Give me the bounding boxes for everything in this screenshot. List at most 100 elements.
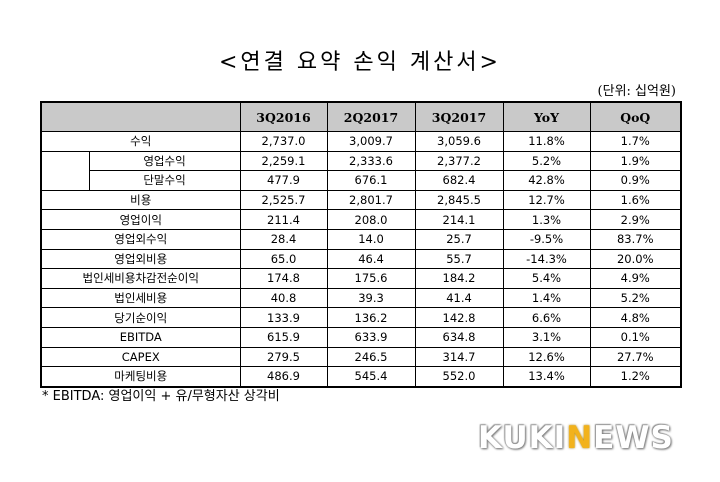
table-row: 법인세비용 40.8 39.3 41.4 1.4% 5.2% <box>40 287 682 309</box>
cell: 12.6% <box>502 346 591 368</box>
row-label: CAPEX <box>40 346 241 368</box>
row-label: 비용 <box>40 189 241 211</box>
cell: 174.8 <box>239 268 328 289</box>
cell: 6.6% <box>502 307 591 328</box>
header-blank <box>40 101 241 132</box>
income-statement-table: 3Q2016 2Q2017 3Q2017 YoY QoQ 수익 2,737.0 … <box>40 101 682 388</box>
col-header: 2Q2017 <box>326 101 416 132</box>
cell: 4.8% <box>589 307 682 328</box>
cell: 184.2 <box>414 268 504 289</box>
row-label: 당기순이익 <box>40 307 241 328</box>
cell: 14.0 <box>326 228 416 250</box>
row-label: 영업이익 <box>40 209 241 230</box>
cell: 46.4 <box>326 248 416 270</box>
cell: 615.9 <box>239 326 328 348</box>
cell: 486.9 <box>239 366 328 388</box>
row-label: 영업외비용 <box>40 248 241 270</box>
logo-text: EWS <box>593 420 674 456</box>
cell: 41.4 <box>414 287 504 309</box>
cell: 211.4 <box>239 209 328 230</box>
cell: 2,525.7 <box>239 189 328 211</box>
cell: 214.1 <box>414 209 504 230</box>
cell: 11.8% <box>502 131 591 152</box>
cell: 133.9 <box>239 307 328 328</box>
cell: 55.7 <box>414 248 504 270</box>
cell: 3,009.7 <box>326 131 416 152</box>
cell: 28.4 <box>239 228 328 250</box>
table-row: CAPEX 279.5 246.5 314.7 12.6% 27.7% <box>40 346 682 368</box>
table-row: 영업이익 211.4 208.0 214.1 1.3% 2.9% <box>40 209 682 230</box>
cell: 2.9% <box>589 209 682 230</box>
cell: 65.0 <box>239 248 328 270</box>
cell: 42.8% <box>502 170 591 191</box>
cell: 676.1 <box>326 170 416 191</box>
cell: 142.8 <box>414 307 504 328</box>
cell: 1.6% <box>589 189 682 211</box>
table-title: <연결 요약 손익 계산서> <box>218 50 501 75</box>
cell: 20.0% <box>589 248 682 270</box>
table-row: 당기순이익 133.9 136.2 142.8 6.6% 4.8% <box>40 307 682 328</box>
cell: 5.2% <box>502 150 591 172</box>
table-row: 비용 2,525.7 2,801.7 2,845.5 12.7% 1.6% <box>40 189 682 211</box>
cell: 2,333.6 <box>326 150 416 172</box>
cell: 25.7 <box>414 228 504 250</box>
footnote: * EBITDA: 영업이익 + 유/무형자산 상각비 <box>42 389 280 404</box>
table-row: 단말수익 477.9 676.1 682.4 42.8% 0.9% <box>41 170 682 191</box>
row-label: 단말수익 <box>88 170 241 191</box>
cell: 2,801.7 <box>326 189 416 211</box>
header-row: 3Q2016 2Q2017 3Q2017 YoY QoQ <box>40 101 682 132</box>
cell: 13.4% <box>502 366 591 388</box>
table-row: 마케팅비용 486.9 545.4 552.0 13.4% 1.2% <box>40 366 682 388</box>
cell: 1.3% <box>502 209 591 230</box>
cell: 4.9% <box>589 268 682 289</box>
col-header: 3Q2016 <box>239 101 328 132</box>
row-label: EBITDA <box>40 326 241 348</box>
table-row: 법인세비용차감전순이익 174.8 175.6 184.2 5.4% 4.9% <box>40 268 682 289</box>
col-header: QoQ <box>589 101 682 132</box>
cell: 634.8 <box>414 326 504 348</box>
table-row: 영업외수익 28.4 14.0 25.7 -9.5% 83.7% <box>40 228 682 250</box>
table-row: 영업수익 2,259.1 2,333.6 2,377.2 5.2% 1.9% <box>40 150 682 191</box>
cell: 175.6 <box>326 268 416 289</box>
cell: 208.0 <box>326 209 416 230</box>
cell: 3.1% <box>502 326 591 348</box>
cell: 633.9 <box>326 326 416 348</box>
row-label: 영업수익 <box>88 150 241 172</box>
cell: 477.9 <box>239 170 328 191</box>
cell: 552.0 <box>414 366 504 388</box>
cell: 682.4 <box>414 170 504 191</box>
cell: 0.1% <box>589 326 682 348</box>
table-row: EBITDA 615.9 633.9 634.8 3.1% 0.1% <box>40 326 682 348</box>
cell: 0.9% <box>589 170 682 191</box>
row-label: 마케팅비용 <box>40 366 241 388</box>
cell: -14.3% <box>502 248 591 270</box>
cell: 545.4 <box>326 366 416 388</box>
cell: 1.2% <box>589 366 682 388</box>
row-label: 법인세비용차감전순이익 <box>40 268 241 289</box>
logo-text: KUKI <box>478 420 567 456</box>
indent-cell <box>40 151 90 191</box>
cell: 39.3 <box>326 287 416 309</box>
cell: 1.4% <box>502 287 591 309</box>
col-header: 3Q2017 <box>414 101 504 132</box>
cell: -9.5% <box>502 228 591 250</box>
row-label: 수익 <box>40 131 241 152</box>
cell: 5.2% <box>589 287 682 309</box>
cell: 83.7% <box>589 228 682 250</box>
cell: 279.5 <box>239 346 328 368</box>
col-header: YoY <box>502 101 591 132</box>
cell: 2,377.2 <box>414 150 504 172</box>
cell: 5.4% <box>502 268 591 289</box>
logo-text-accent: N <box>566 420 594 456</box>
cell: 2,845.5 <box>414 189 504 211</box>
cell: 2,737.0 <box>239 131 328 152</box>
unit-label: (단위: 십억원) <box>597 84 676 99</box>
kukinews-logo: KUKINEWS <box>478 420 674 456</box>
row-label: 영업외수익 <box>40 228 241 250</box>
row-label: 법인세비용 <box>40 287 241 309</box>
cell: 40.8 <box>239 287 328 309</box>
cell: 246.5 <box>326 346 416 368</box>
table-row: 수익 2,737.0 3,009.7 3,059.6 11.8% 1.7% <box>40 131 682 152</box>
cell: 12.7% <box>502 189 591 211</box>
cell: 1.7% <box>589 131 682 152</box>
